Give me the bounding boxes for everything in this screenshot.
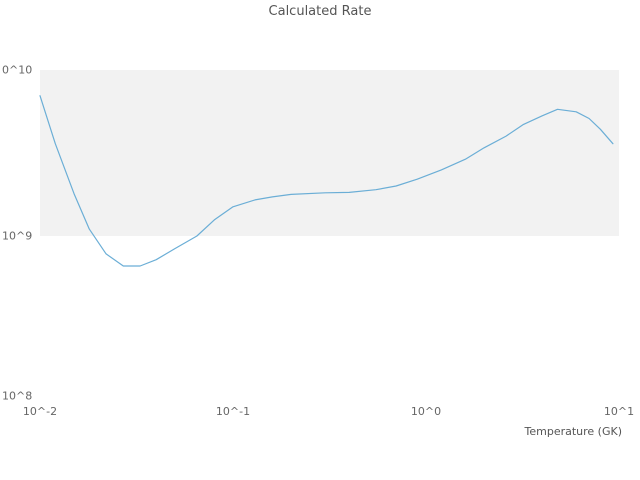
y-tick-1e10: 0^10 <box>2 63 33 77</box>
x-tick-1e-2: 10^-2 <box>22 405 58 418</box>
y-tick-1e8: 10^8 <box>2 389 33 403</box>
shaded-decade-band <box>40 70 619 236</box>
x-tick-1e0: 10^0 <box>410 405 442 418</box>
chart-title: Calculated Rate <box>268 4 372 19</box>
x-axis-label: Temperature (GK) <box>524 425 623 438</box>
x-tick-1e1: 10^1 <box>603 405 635 418</box>
x-tick-1e-1: 10^-1 <box>215 405 251 418</box>
rate-line <box>39 95 614 267</box>
y-tick-1e9: 10^9 <box>2 229 33 243</box>
